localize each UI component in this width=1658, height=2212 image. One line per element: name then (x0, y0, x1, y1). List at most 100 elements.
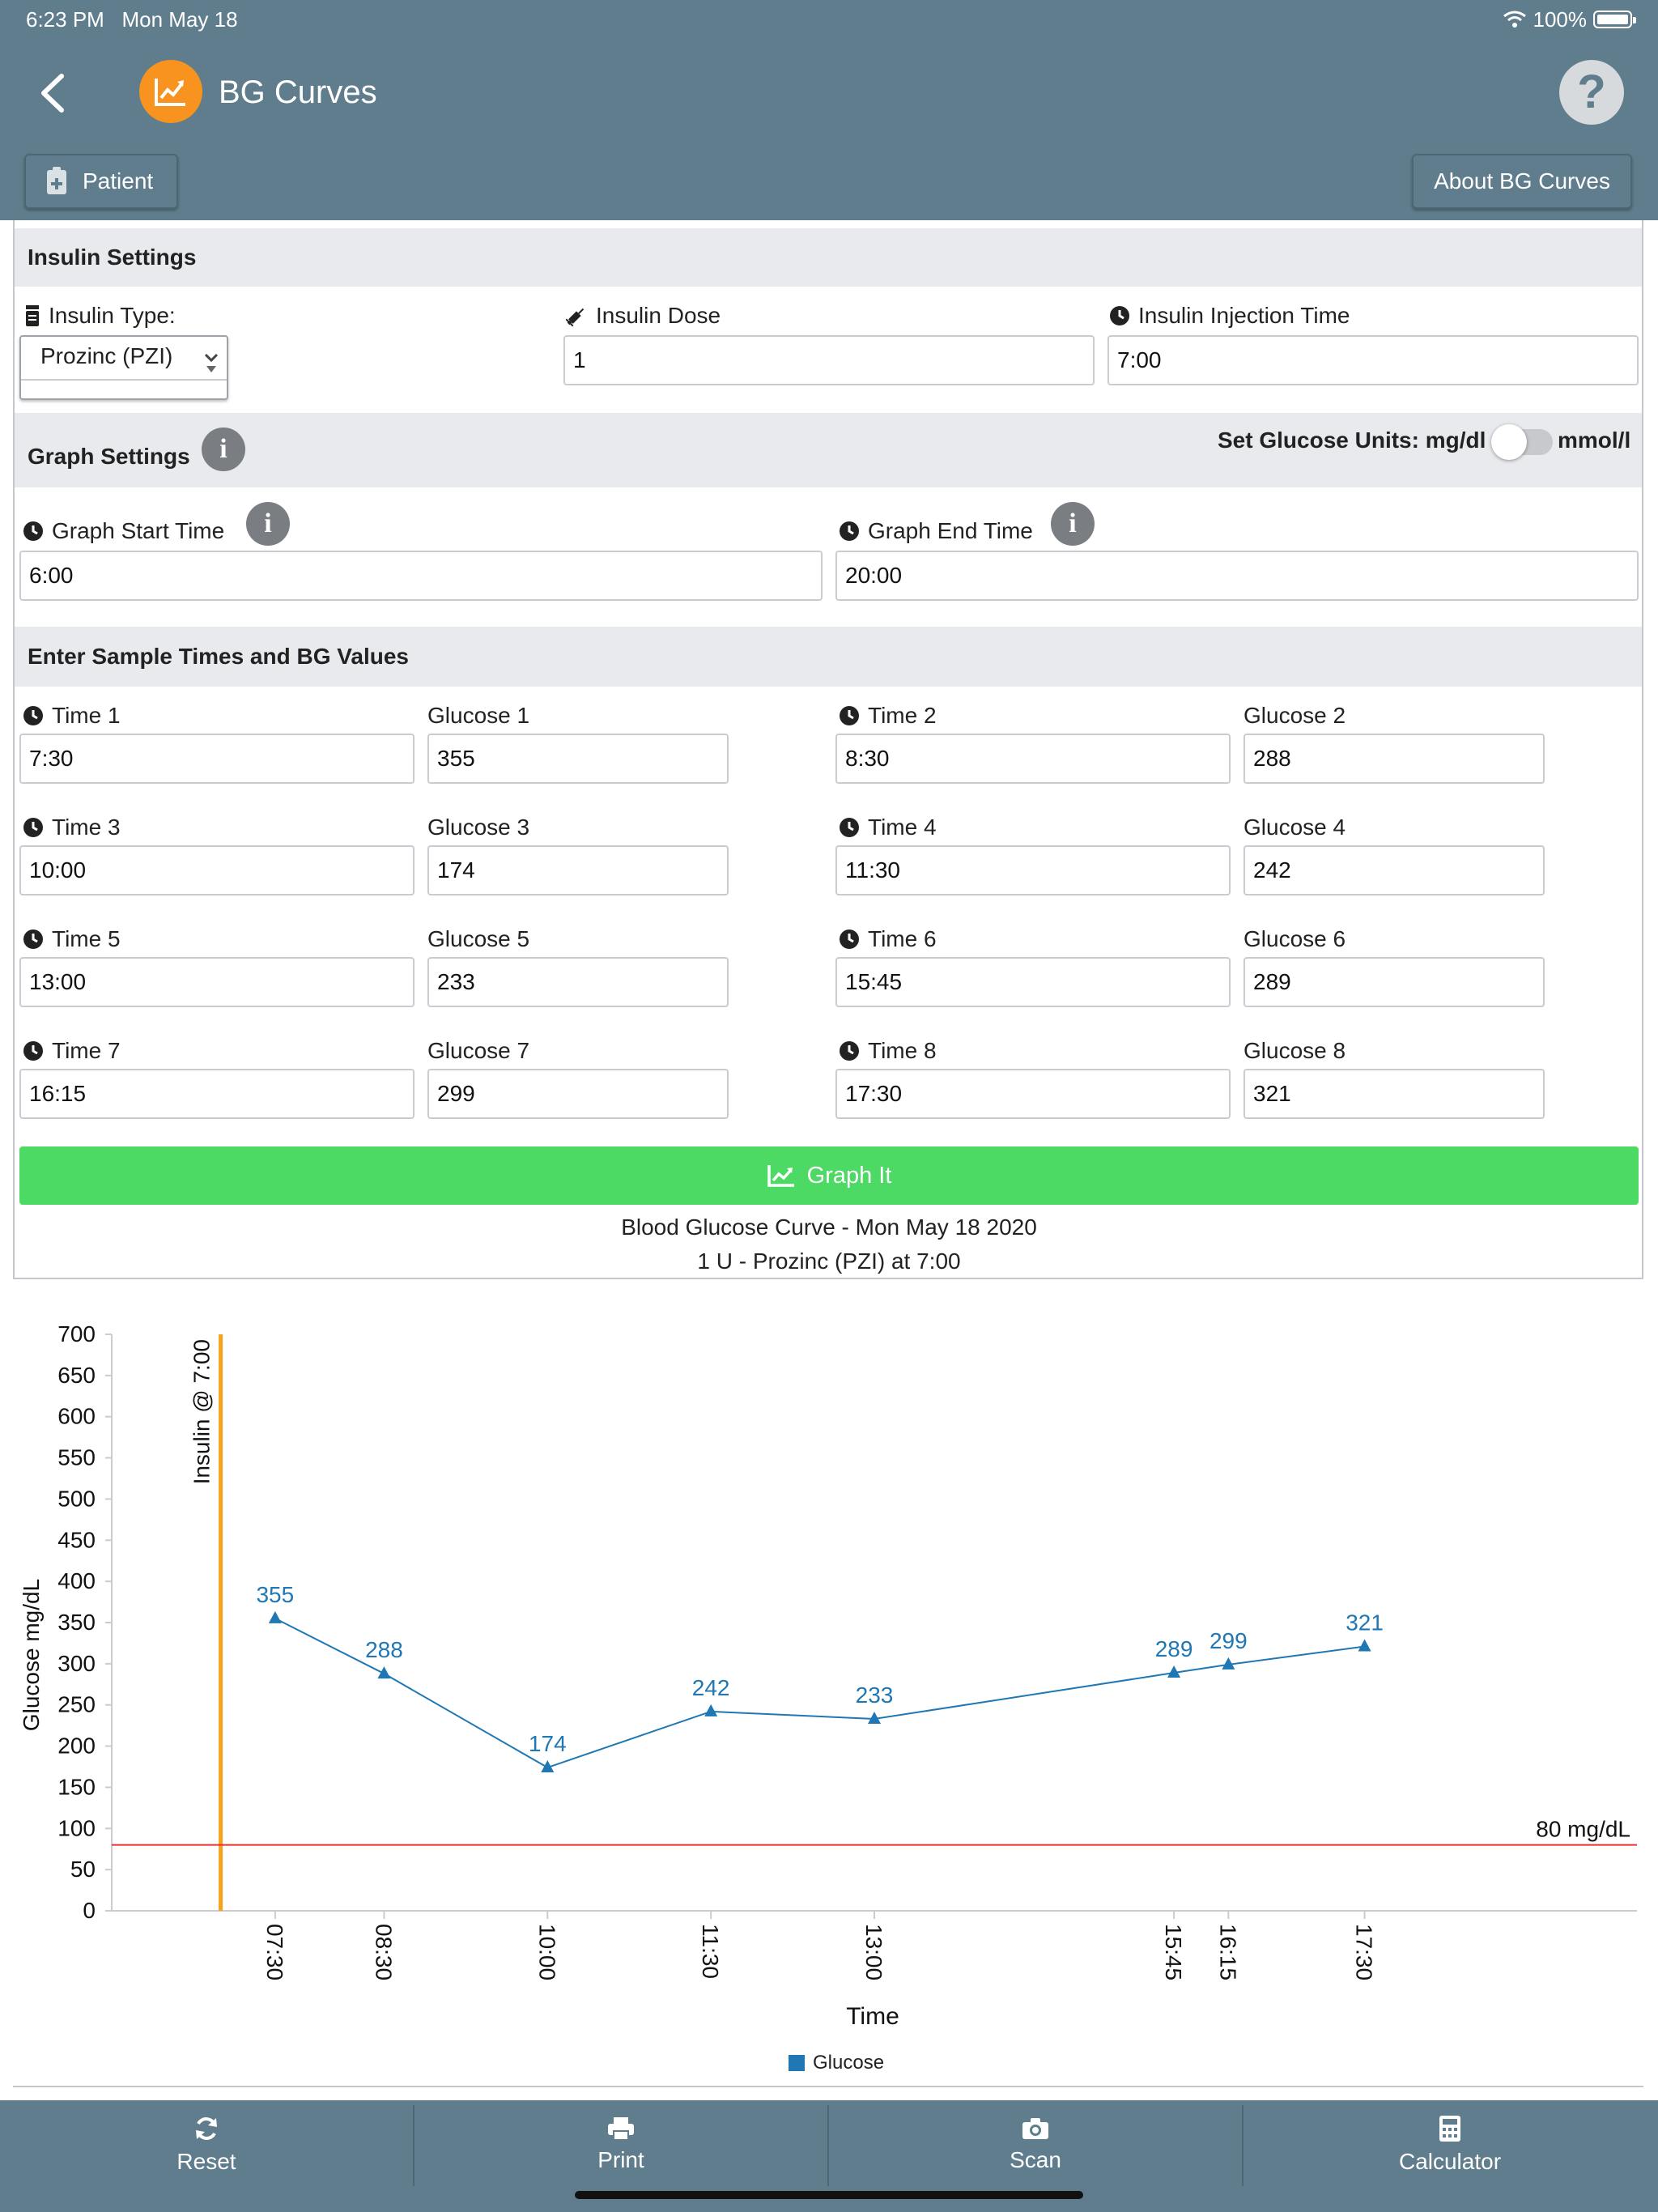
page-title: BG Curves (219, 74, 377, 110)
y-tick-label: 200 (57, 1733, 96, 1759)
sample-time-input[interactable]: 8:30 (835, 734, 1231, 784)
patient-button[interactable]: Patient (24, 154, 178, 209)
sample-glucose-input[interactable]: 289 (1244, 957, 1545, 1007)
data-point[interactable] (268, 1610, 282, 1623)
chart-caption-line2: 1 U - Prozinc (PZI) at 7:00 (697, 1249, 961, 1274)
sample-time-label-text: Time 4 (868, 815, 937, 840)
sample-time-input[interactable]: 7:30 (19, 734, 414, 784)
data-point[interactable] (377, 1666, 391, 1679)
glucose-units-toggle[interactable] (1491, 424, 1553, 460)
data-point[interactable] (1167, 1665, 1181, 1678)
glucose-chart: 0 50 100 150 200 250 300 350 400 450 500 550 600 650 7… (19, 1321, 1637, 2030)
y-tick-label: 450 (57, 1527, 96, 1552)
graph-settings-header: Graph Settings (15, 413, 1642, 487)
data-label: 233 (856, 1682, 894, 1708)
data-label: 355 (256, 1582, 294, 1607)
syringe-icon (565, 308, 585, 327)
sample-glucose-input[interactable]: 242 (1244, 845, 1545, 895)
sample-glucose-input[interactable]: 174 (427, 845, 729, 895)
printer-icon (608, 2117, 634, 2141)
data-point[interactable] (541, 1760, 555, 1773)
legend-label: Glucose (813, 2052, 885, 2074)
data-point[interactable] (1222, 1657, 1235, 1670)
scan-tab[interactable]: Scan (829, 2108, 1242, 2181)
clock-icon (840, 521, 859, 541)
sample-time-label: Time 2 (839, 703, 937, 729)
sample-glucose-label: Glucose 7 (427, 1038, 529, 1064)
clock-icon (23, 818, 43, 837)
toggle-knob (1491, 424, 1527, 460)
chevron-down-icon (204, 353, 219, 372)
sample-time-label: Time 8 (839, 1038, 937, 1064)
clock-icon (840, 1041, 859, 1061)
sample-time-label-text: Time 8 (868, 1038, 937, 1063)
y-tick-label: 600 (57, 1404, 96, 1429)
chart-line-icon (155, 79, 185, 106)
chart-divider (13, 2086, 1643, 2087)
graph-end-info-button[interactable]: i (1051, 502, 1095, 546)
y-tick-label: 0 (83, 1898, 96, 1923)
print-tab[interactable]: Print (414, 2108, 827, 2181)
sample-glucose-input[interactable]: 288 (1244, 734, 1545, 784)
chart-legend[interactable]: Glucose (789, 2052, 884, 2074)
help-button[interactable]: ? (1559, 60, 1624, 125)
calculator-icon (1439, 2116, 1460, 2142)
status-date: Mon May 18 (121, 7, 238, 32)
about-button[interactable]: About BG Curves (1412, 154, 1632, 209)
sample-time-input[interactable]: 10:00 (19, 845, 414, 895)
data-point[interactable] (1358, 1639, 1371, 1652)
sample-time-input[interactable]: 11:30 (835, 845, 1231, 895)
sample-time-label: Time 7 (23, 1038, 121, 1064)
graph-start-label-text: Graph Start Time (52, 518, 225, 543)
y-tick-label: 700 (57, 1321, 96, 1346)
clock-icon (840, 818, 859, 837)
clock-icon (1110, 306, 1129, 325)
sample-glucose-input[interactable]: 321 (1244, 1069, 1545, 1119)
back-button[interactable] (32, 65, 81, 121)
sample-time-label-text: Time 7 (52, 1038, 121, 1063)
insulin-dose-input[interactable]: 1 (563, 335, 1095, 385)
calculator-tab[interactable]: Calculator (1244, 2108, 1656, 2181)
tab-separator (413, 2105, 414, 2186)
sample-time-label-text: Time 5 (52, 926, 121, 951)
data-point[interactable] (868, 1712, 881, 1725)
graph-end-input[interactable]: 20:00 (835, 551, 1639, 601)
sample-glucose-label-text: Glucose 7 (427, 1038, 530, 1063)
reset-tab[interactable]: Reset (0, 2108, 413, 2181)
chart-line-icon (767, 1165, 794, 1187)
data-point[interactable] (704, 1704, 718, 1716)
y-tick-label: 350 (57, 1610, 96, 1635)
graph-it-button[interactable]: Graph It (19, 1146, 1639, 1205)
x-tick-label: 10:00 (534, 1924, 559, 1980)
graph-settings-info-button[interactable]: i (202, 428, 245, 471)
app-logo (139, 60, 202, 123)
sample-glucose-input[interactable]: 233 (427, 957, 729, 1007)
x-axis-label: Time (846, 2003, 899, 2030)
graph-start-info-button[interactable]: i (246, 502, 290, 546)
injection-time-input[interactable]: 7:00 (1107, 335, 1639, 385)
insulin-marker-label: Insulin @ 7:00 (189, 1339, 215, 1484)
insulin-type-select[interactable]: Prozinc (PZI) (19, 335, 228, 400)
sample-time-label: Time 3 (23, 815, 121, 840)
sample-glucose-input[interactable]: 299 (427, 1069, 729, 1119)
sample-glucose-label: Glucose 2 (1244, 703, 1346, 729)
graph-start-input[interactable]: 6:00 (19, 551, 823, 601)
y-tick-label: 300 (57, 1651, 96, 1676)
sample-time-input[interactable]: 13:00 (19, 957, 414, 1007)
graph-end-label-text: Graph End Time (868, 518, 1033, 543)
sample-time-input[interactable]: 17:30 (835, 1069, 1231, 1119)
sample-time-input[interactable]: 16:15 (19, 1069, 414, 1119)
y-tick-label: 500 (57, 1486, 96, 1511)
clock-icon (840, 706, 859, 725)
sample-time-input[interactable]: 15:45 (835, 957, 1231, 1007)
chevron-left-icon (41, 74, 64, 113)
print-tab-label: Print (597, 2147, 644, 2172)
sample-glucose-label: Glucose 1 (427, 703, 529, 729)
insulin-type-value: Prozinc (PZI) (40, 343, 173, 368)
sample-glucose-input[interactable]: 355 (427, 734, 729, 784)
x-tick-label: 16:15 (1215, 1924, 1240, 1980)
glucose-units-alt-label: mmol/l (1558, 428, 1631, 453)
x-tick-label: 17:30 (1352, 1924, 1377, 1980)
clock-icon (23, 1041, 43, 1061)
graph-settings-title: Graph Settings (28, 444, 190, 469)
